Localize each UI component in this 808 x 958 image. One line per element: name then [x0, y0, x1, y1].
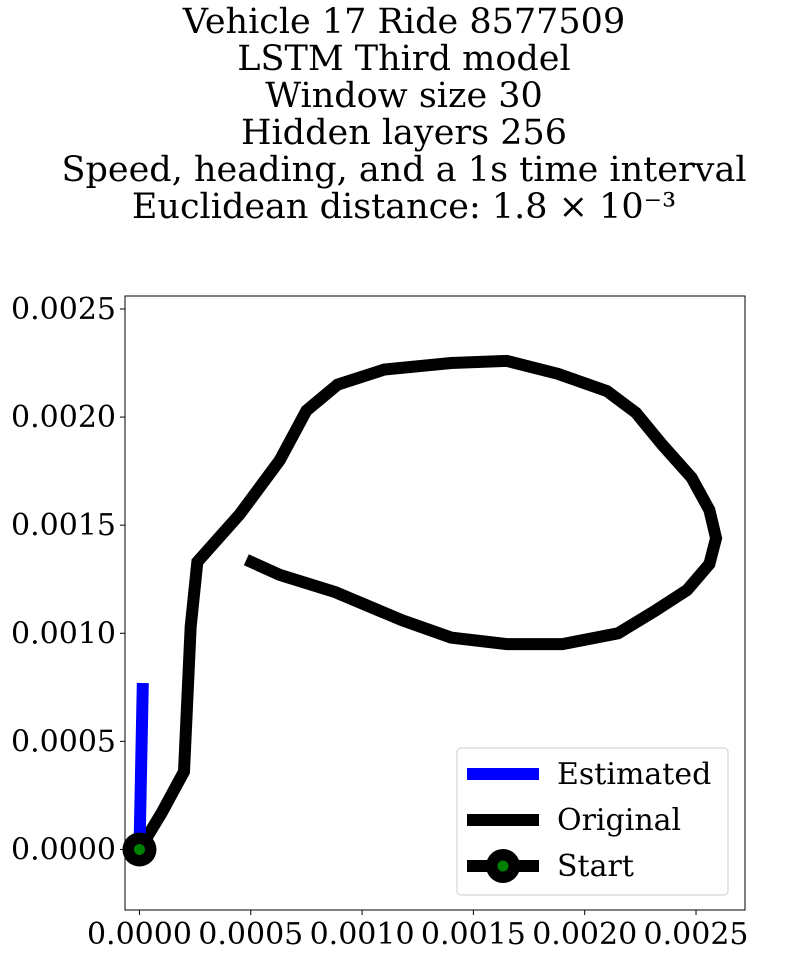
y-tick-label: 0.0020 — [11, 400, 116, 435]
title-line-3: Window size 30 — [265, 76, 543, 116]
x-tick-label: 0.0015 — [421, 917, 526, 952]
legend-original-label: Original — [557, 803, 681, 838]
chart-title: Vehicle 17 Ride 8577509 LSTM Third model… — [0, 0, 808, 226]
x-tick-label: 0.0010 — [310, 917, 415, 952]
series-estimated-line — [133, 682, 149, 850]
x-tick-label: 0.0025 — [644, 917, 749, 952]
legend-start-marker-center — [497, 860, 509, 872]
title-line-6: Euclidean distance: 1.8 × 10⁻³ — [131, 187, 677, 227]
legend-start-label: Start — [557, 849, 634, 884]
legend-box — [456, 747, 729, 896]
title-line-4: Hidden layers 256 — [240, 113, 568, 153]
y-tick-label: 0.0000 — [11, 832, 116, 867]
x-tick-label: 0.0020 — [532, 917, 637, 952]
legend-estimated-label: Estimated — [557, 757, 711, 792]
y-tick-label: 0.0025 — [11, 292, 116, 327]
x-tick-label: 0.0000 — [87, 917, 192, 952]
x-tick-label: 0.0005 — [198, 917, 303, 952]
title-line-1: Vehicle 17 Ride 8577509 — [182, 2, 626, 42]
plot-frame — [124, 295, 746, 911]
title-line-2: LSTM Third model — [237, 39, 571, 79]
y-tick-label: 0.0005 — [11, 724, 116, 759]
title-line-5: Speed, heading, and a 1s time interval — [61, 150, 747, 190]
series-original-line — [134, 354, 723, 853]
y-tick-label: 0.0015 — [11, 508, 116, 543]
series-start-marker-center — [133, 843, 145, 855]
y-tick-label: 0.0010 — [11, 616, 116, 651]
